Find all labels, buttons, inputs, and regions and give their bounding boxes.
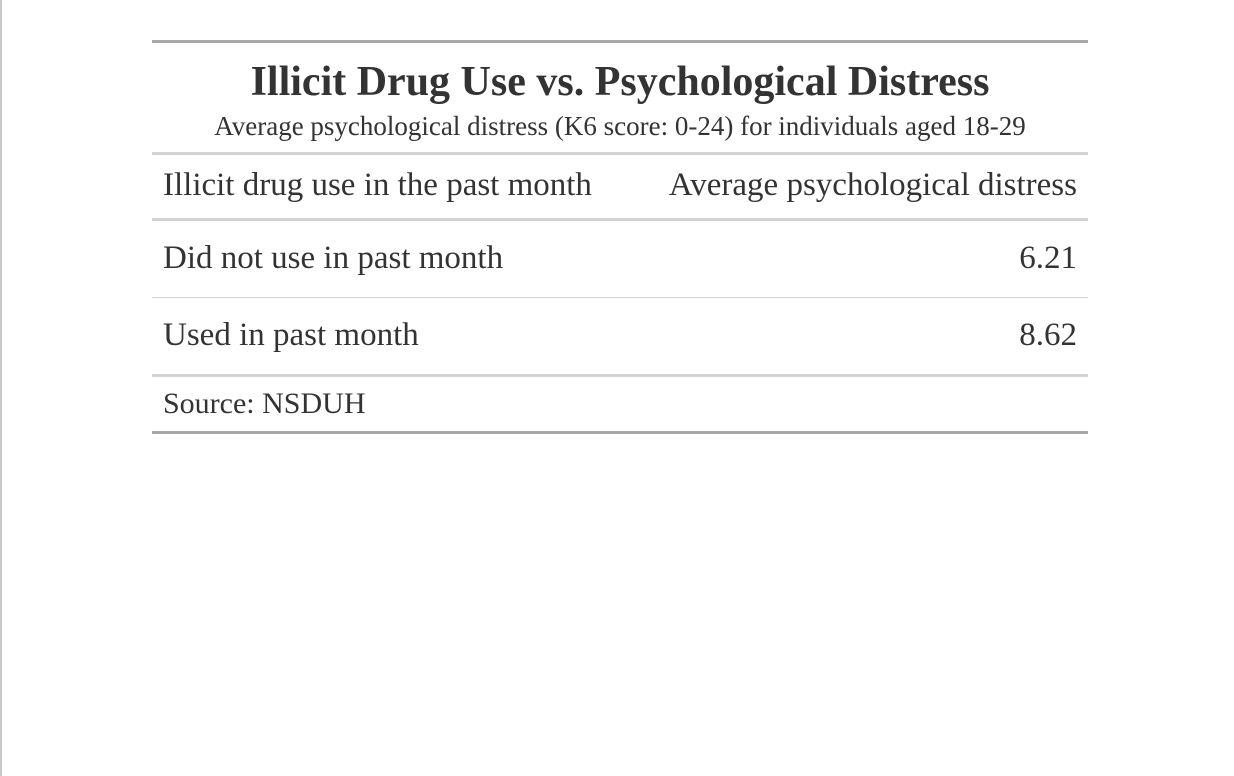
table-row: Used in past month 8.62	[152, 297, 1088, 377]
source-row: Source: NSDUH	[152, 376, 1088, 433]
column-header-distress: Average psychological distress	[631, 153, 1088, 221]
row-value: 6.21	[631, 219, 1088, 298]
table-row: Did not use in past month 6.21	[152, 219, 1088, 298]
column-header-drug-use: Illicit drug use in the past month	[152, 153, 632, 221]
title-row: Illicit Drug Use vs. Psychological Distr…	[152, 42, 1088, 108]
row-value: 8.62	[631, 297, 1088, 377]
page-left-border	[0, 0, 2, 776]
summary-table: Illicit Drug Use vs. Psychological Distr…	[152, 40, 1088, 434]
header-row: Illicit drug use in the past month Avera…	[152, 153, 1088, 221]
row-label: Used in past month	[152, 297, 632, 377]
summary-table-container: Illicit Drug Use vs. Psychological Distr…	[152, 40, 1088, 434]
source-note: Source: NSDUH	[163, 387, 366, 420]
subtitle-row: Average psychological distress (K6 score…	[152, 107, 1088, 155]
table-subtitle: Average psychological distress (K6 score…	[152, 107, 1088, 155]
table-title: Illicit Drug Use vs. Psychological Distr…	[250, 59, 990, 105]
row-label: Did not use in past month	[152, 219, 632, 298]
